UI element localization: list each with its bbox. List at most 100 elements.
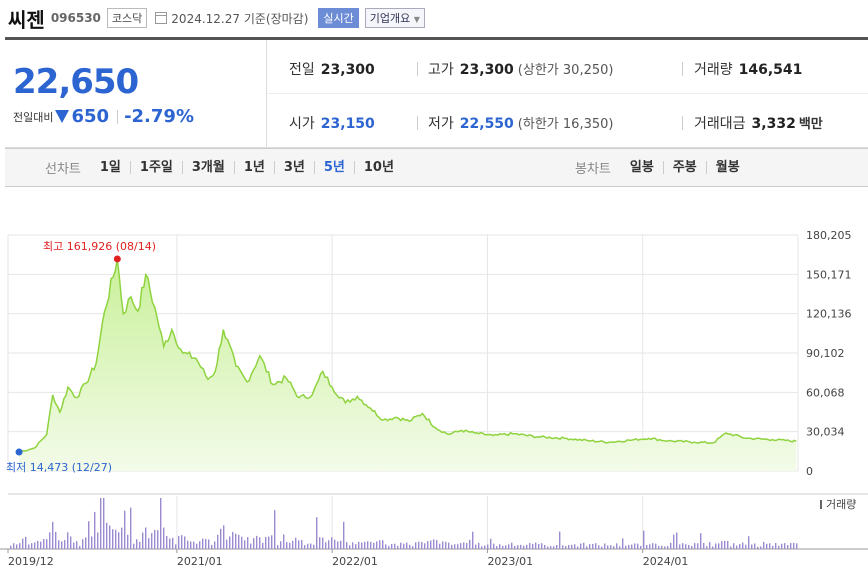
volume-bar xyxy=(781,543,783,549)
tab-candle-2[interactable]: 월봉 xyxy=(705,161,749,174)
volume-bar xyxy=(46,539,48,549)
volume-bar xyxy=(694,543,696,549)
volume-bar xyxy=(115,529,117,549)
volume-bar xyxy=(394,543,396,549)
tab-line-3[interactable]: 1년 xyxy=(233,161,274,174)
tab-line-0[interactable]: 1일 xyxy=(99,160,121,175)
volume-bar xyxy=(346,542,348,549)
volume-bar xyxy=(34,542,36,549)
tab-candle-1[interactable]: 주봉 xyxy=(662,161,706,174)
x-tick-label: 2021/01 xyxy=(177,555,223,568)
volume-bar xyxy=(610,545,612,549)
volume-bar xyxy=(640,545,642,549)
volume-bar xyxy=(358,541,360,549)
change-row: 전일대비 650 -2.79% xyxy=(13,106,194,127)
volume-bar xyxy=(577,546,579,549)
tab-line-5[interactable]: 5년 xyxy=(313,161,354,174)
candle-chart-label: 봉차트 xyxy=(575,162,611,177)
volume-bar xyxy=(343,521,345,549)
volume-bar xyxy=(307,543,309,549)
change-percent: -2.79% xyxy=(124,106,194,127)
volume-bar xyxy=(262,542,264,549)
volume-bar xyxy=(103,498,105,549)
volume-bar xyxy=(796,543,798,549)
volume-bar xyxy=(505,545,507,549)
volume-bar xyxy=(721,541,723,549)
volume-bar xyxy=(190,541,192,549)
volume-bar xyxy=(754,543,756,549)
volume-bar xyxy=(127,534,129,549)
volume-bar xyxy=(457,544,459,549)
volume-bar xyxy=(388,546,390,549)
volume-bar xyxy=(700,533,702,549)
volume-bar xyxy=(352,542,354,549)
volume-bar xyxy=(112,529,114,549)
volume-bar xyxy=(625,545,627,549)
volume-bar xyxy=(142,532,144,549)
cell-divider xyxy=(417,116,418,130)
volume-bar xyxy=(682,543,684,549)
high-label: 고가 xyxy=(428,62,454,78)
tab-line-4[interactable]: 3년 xyxy=(273,161,314,174)
y-tick-label: 150,171 xyxy=(806,268,852,281)
volume-bar xyxy=(718,543,720,549)
volume-bar xyxy=(727,541,729,549)
volume-bar xyxy=(94,511,96,549)
lower-limit-value: 16,350 xyxy=(562,117,609,132)
company-overview-button[interactable]: 기업개요 ▼ xyxy=(364,8,425,28)
open-value: 23,150 xyxy=(320,116,375,132)
tab-line-2[interactable]: 3개월 xyxy=(181,161,234,174)
volume-bar xyxy=(766,543,768,549)
volume-bar xyxy=(733,543,735,549)
volume-bar xyxy=(199,541,201,549)
volume-bar xyxy=(361,542,363,549)
volume-bar xyxy=(619,546,621,549)
volume-bar xyxy=(481,546,483,549)
volume-bar xyxy=(649,544,651,549)
volume-bar xyxy=(757,546,759,549)
volume-bar xyxy=(238,534,240,549)
volume-bar xyxy=(529,543,531,549)
change-separator xyxy=(117,109,119,124)
volume-bar xyxy=(538,544,540,549)
quote-date-value: 2024.12.27 xyxy=(171,11,241,26)
volume-bar xyxy=(553,546,555,549)
volume-bar xyxy=(697,543,699,549)
volume-bar xyxy=(340,540,342,549)
volume-bar xyxy=(418,541,420,549)
volume-bar xyxy=(124,510,126,549)
y-tick-label: 90,102 xyxy=(806,347,845,360)
volume-bar xyxy=(259,537,261,549)
volume-bar xyxy=(184,536,186,549)
volume-bar xyxy=(775,542,777,549)
volume-bar xyxy=(535,542,537,549)
volume-bar xyxy=(136,539,138,549)
volume-bar xyxy=(364,541,366,549)
volume-bar xyxy=(739,544,741,549)
volume-bar xyxy=(319,537,321,549)
volume-bar xyxy=(43,539,45,549)
tab-candle-0[interactable]: 일봉 xyxy=(629,160,654,175)
volume-bar xyxy=(424,543,426,549)
x-tick-label: 2023/01 xyxy=(487,555,533,568)
volume-bar xyxy=(769,543,771,549)
y-tick-label: 60,068 xyxy=(806,386,845,399)
tab-line-6[interactable]: 10년 xyxy=(353,161,403,174)
volume-bar xyxy=(385,544,387,549)
x-tick-label: 2022/01 xyxy=(332,555,378,568)
volume-bar xyxy=(526,544,528,549)
chart-tabs: 선차트 1일 1주일 3개월 1년 3년 5년 10년 봉차트 일봉 주봉 월봉 xyxy=(5,148,868,187)
volume-bar xyxy=(688,544,690,549)
volume-legend-icon xyxy=(820,500,822,509)
volume-bar xyxy=(460,543,462,549)
tab-line-1[interactable]: 1주일 xyxy=(129,161,182,174)
volume-bar xyxy=(508,544,510,549)
volume-bar xyxy=(247,537,249,549)
volume-bar xyxy=(589,544,591,549)
volume-bar xyxy=(487,544,489,549)
realtime-button[interactable]: 실시간 xyxy=(318,8,359,28)
volume-bar xyxy=(355,544,357,549)
upper-limit-value: 30,250 xyxy=(562,63,609,78)
volume-bar xyxy=(133,543,135,549)
volume-bar xyxy=(715,543,717,549)
